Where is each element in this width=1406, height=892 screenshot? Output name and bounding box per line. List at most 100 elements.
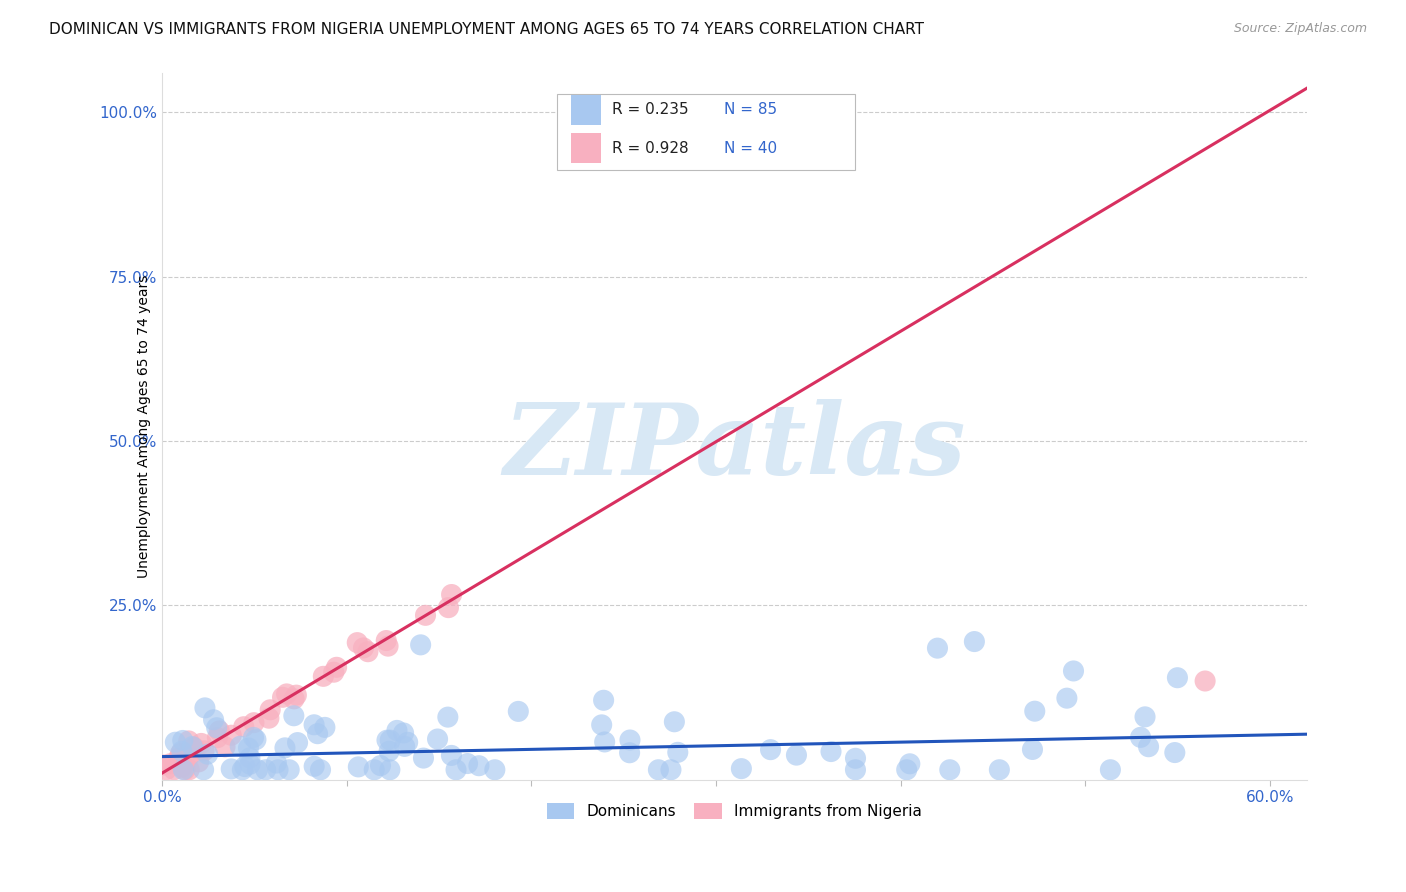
Point	[307, 727, 329, 741]
Point	[257, 711, 280, 725]
Point	[1166, 671, 1188, 685]
Point	[394, 739, 416, 754]
Point	[239, 751, 262, 765]
Point	[375, 733, 398, 747]
Point	[170, 760, 193, 774]
Point	[179, 763, 201, 777]
Point	[844, 751, 866, 765]
Point	[963, 634, 986, 648]
Point	[440, 588, 463, 602]
Point	[170, 744, 193, 758]
Point	[322, 665, 344, 680]
Point	[202, 713, 225, 727]
Point	[205, 721, 228, 735]
Point	[347, 760, 370, 774]
Point	[1021, 742, 1043, 756]
Point	[239, 757, 262, 772]
Point	[377, 639, 399, 653]
Point	[426, 732, 449, 747]
Point	[1194, 673, 1216, 688]
Point	[396, 735, 419, 749]
Point	[174, 763, 197, 777]
Legend: Dominicans, Immigrants from Nigeria: Dominicans, Immigrants from Nigeria	[541, 797, 928, 825]
Text: R = 0.235: R = 0.235	[612, 103, 689, 118]
Point	[666, 745, 689, 759]
Text: Source: ZipAtlas.com: Source: ZipAtlas.com	[1233, 22, 1367, 36]
Point	[232, 720, 254, 734]
Point	[415, 608, 437, 623]
Point	[927, 641, 949, 656]
Point	[508, 705, 530, 719]
Point	[988, 763, 1011, 777]
Text: N = 85: N = 85	[724, 103, 778, 118]
FancyBboxPatch shape	[557, 95, 855, 170]
Point	[619, 746, 641, 760]
Point	[229, 739, 252, 754]
Point	[591, 718, 613, 732]
Point	[378, 744, 401, 758]
Point	[375, 633, 398, 648]
Text: R = 0.928: R = 0.928	[612, 141, 689, 155]
Point	[274, 740, 297, 755]
Point	[1056, 691, 1078, 706]
Point	[219, 728, 242, 742]
Point	[259, 703, 281, 717]
Point	[172, 733, 194, 747]
Point	[353, 640, 375, 655]
Point	[283, 691, 305, 706]
Point	[409, 638, 432, 652]
Point	[231, 763, 253, 777]
Point	[392, 726, 415, 740]
Point	[457, 756, 479, 771]
Point	[302, 759, 325, 773]
Point	[214, 739, 236, 754]
Point	[898, 756, 921, 771]
Point	[170, 753, 193, 767]
Point	[1063, 664, 1085, 678]
Point	[1024, 704, 1046, 718]
Point	[312, 669, 335, 683]
Point	[193, 763, 215, 777]
Point	[437, 710, 460, 724]
Point	[444, 763, 467, 777]
Point	[219, 762, 242, 776]
Point	[245, 732, 267, 747]
Point	[254, 763, 277, 777]
Point	[484, 763, 506, 777]
Point	[302, 718, 325, 732]
Point	[380, 733, 402, 747]
Point	[664, 714, 686, 729]
Point	[939, 763, 962, 777]
Point	[440, 748, 463, 763]
Point	[271, 690, 294, 705]
Text: ZIPatlas: ZIPatlas	[503, 400, 966, 496]
Point	[346, 635, 368, 649]
Point	[363, 763, 385, 777]
Point	[246, 763, 269, 777]
Point	[187, 755, 209, 769]
Point	[647, 763, 669, 777]
Point	[378, 763, 401, 777]
Point	[238, 741, 260, 756]
FancyBboxPatch shape	[571, 95, 600, 125]
Point	[468, 758, 491, 772]
Point	[1133, 710, 1156, 724]
Point	[155, 763, 177, 777]
Point	[592, 693, 614, 707]
Point	[325, 660, 347, 674]
Point	[896, 763, 918, 777]
Point	[243, 715, 266, 730]
Point	[1099, 763, 1122, 777]
Point	[194, 701, 217, 715]
Point	[159, 756, 181, 771]
Point	[276, 687, 298, 701]
Point	[278, 763, 301, 777]
Point	[183, 740, 205, 755]
Point	[287, 736, 309, 750]
Point	[659, 763, 682, 777]
Point	[759, 742, 782, 756]
Point	[309, 763, 332, 777]
Point	[844, 763, 866, 777]
Point	[181, 739, 204, 754]
Point	[357, 645, 380, 659]
